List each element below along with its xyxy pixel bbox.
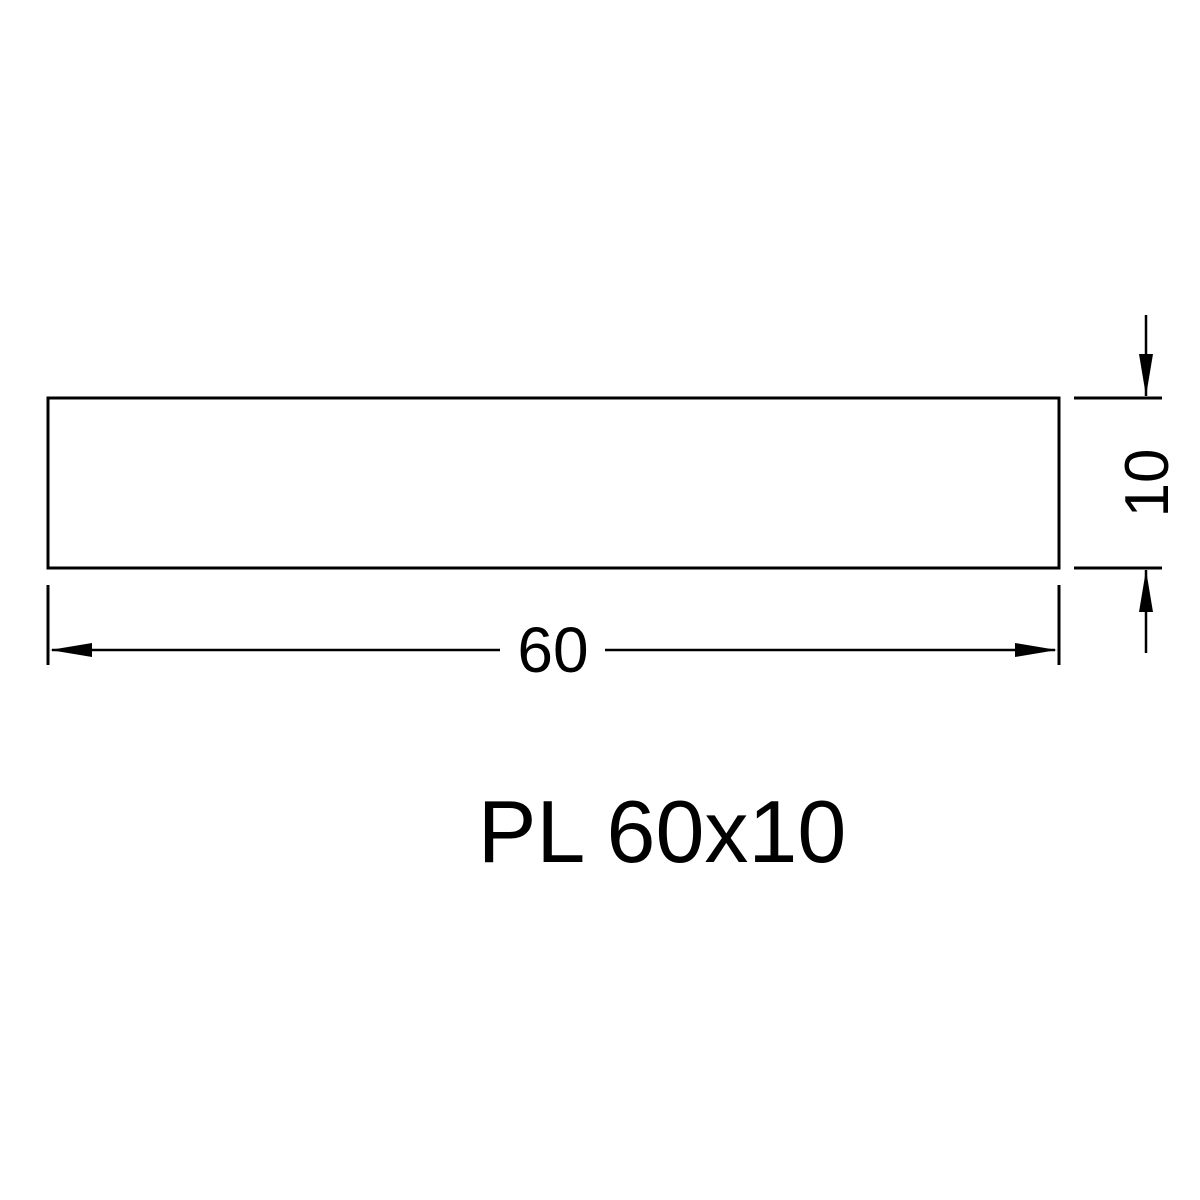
height-dimension-label: 10 xyxy=(1113,449,1182,518)
plate-caption: PL 60x10 xyxy=(478,782,847,881)
height-arrow-bottom-icon xyxy=(1139,570,1153,612)
width-arrow-left-icon xyxy=(50,643,92,657)
width-arrow-right-icon xyxy=(1015,643,1057,657)
width-dimension-label: 60 xyxy=(517,614,588,686)
height-arrow-top-icon xyxy=(1139,354,1153,396)
plate-outline xyxy=(46,396,1061,570)
